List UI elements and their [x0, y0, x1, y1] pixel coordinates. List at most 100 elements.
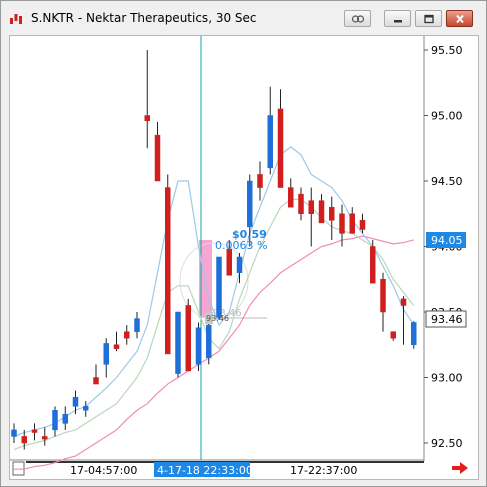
candle — [329, 196, 335, 240]
candlestick-chart[interactable]: 93.46 $0.59 0.0063 % 93.46 95.50 95.00 94.… — [10, 36, 480, 481]
candle — [21, 429, 27, 450]
chart-area[interactable]: 93.46 $0.59 0.0063 % 93.46 95.50 95.00 94.… — [9, 35, 479, 480]
candle-body-up — [72, 396, 79, 407]
candle-body-down — [31, 429, 38, 433]
candle — [339, 204, 345, 247]
app-chart-icon — [10, 14, 22, 24]
candle — [349, 207, 355, 234]
candle-body-down — [226, 248, 232, 276]
candle — [11, 423, 17, 443]
candle — [308, 187, 314, 247]
y-tick-label: 92.50 — [431, 437, 463, 450]
candle — [154, 122, 161, 182]
candle — [62, 406, 68, 430]
candle-body-down — [144, 115, 150, 121]
candle — [144, 50, 150, 149]
candle — [165, 174, 171, 355]
candle — [93, 364, 99, 385]
candle-body-up — [267, 115, 273, 169]
candle — [206, 318, 212, 365]
last-price-box — [426, 232, 466, 248]
last-price-label: 94.05 — [431, 234, 463, 247]
candle-body-down — [308, 200, 314, 214]
candle-body-down — [113, 344, 120, 349]
candle — [124, 325, 130, 345]
candle-body-down — [21, 436, 27, 444]
scroll-right-arrow-icon[interactable] — [452, 462, 468, 474]
candle-body-down — [380, 279, 386, 313]
measure-change: $0.59 — [232, 228, 267, 241]
close-button[interactable] — [446, 10, 473, 27]
ma-fast-line — [13, 146, 415, 438]
candle-body-down — [93, 377, 99, 385]
candle-body-down — [329, 206, 335, 221]
candle — [390, 331, 396, 341]
candle-body-down — [339, 213, 345, 234]
candle — [103, 338, 109, 378]
link-button[interactable] — [344, 10, 371, 27]
time-label-2: 17-22:37:00 — [290, 464, 357, 477]
measure-start-tag: 93.46 — [206, 314, 229, 323]
cursor-price-label: 93.46 — [431, 313, 463, 326]
candle-body-down — [165, 187, 171, 355]
candle — [72, 390, 79, 415]
candle-body-up — [195, 327, 202, 365]
candle — [216, 256, 222, 320]
candle-body-up — [83, 406, 89, 411]
candle-body-down — [359, 220, 366, 230]
candle — [298, 187, 304, 221]
candle-body-up — [62, 413, 68, 424]
measure-percent: 0.0063 % — [215, 239, 267, 252]
candle — [134, 312, 140, 339]
candle — [52, 406, 58, 437]
candle-body-down — [185, 305, 191, 372]
candle-body-down — [257, 174, 263, 188]
maximize-icon — [423, 14, 434, 23]
candle — [175, 311, 181, 378]
candle-body-down — [277, 108, 284, 188]
time-label-1: 17-04:57:00 — [70, 464, 137, 477]
window-title: S.NKTR - Nektar Therapeutics, 30 Sec — [31, 11, 257, 25]
cursor-price-box — [425, 310, 467, 328]
ma-mid-line — [13, 198, 415, 451]
minimize-icon — [393, 19, 402, 22]
time-cursor-box — [154, 462, 250, 477]
y-tick-label: 94.50 — [431, 175, 463, 188]
candle-body-down — [42, 436, 48, 440]
maximize-button[interactable] — [415, 10, 442, 27]
candle — [370, 239, 376, 284]
scroll-checkbox[interactable] — [12, 461, 25, 476]
candle — [380, 272, 386, 332]
candle — [247, 174, 253, 247]
candle — [185, 298, 191, 372]
candle-body-down — [400, 298, 407, 306]
candle-body-down — [390, 331, 396, 339]
candle-body-up — [247, 180, 253, 228]
titlebar[interactable]: S.NKTR - Nektar Therapeutics, 30 Sec — [1, 1, 486, 35]
candle — [113, 331, 120, 352]
candle — [226, 239, 232, 276]
candle-body-down — [349, 213, 355, 234]
close-icon — [455, 14, 464, 23]
candle-body-down — [370, 246, 376, 284]
candle — [277, 89, 284, 188]
candle — [288, 178, 294, 208]
candle-body-down — [124, 331, 130, 339]
measure-start-tag-bg — [205, 312, 213, 324]
candle-body-down — [298, 193, 304, 215]
candle-body-down — [318, 200, 325, 224]
ma-slow-line — [14, 235, 414, 470]
candle — [83, 401, 89, 417]
candle — [257, 161, 263, 201]
candle-body-up — [103, 343, 109, 365]
candle-body-up — [216, 256, 222, 318]
candle — [411, 321, 417, 349]
measure-ring — [179, 242, 249, 320]
candle-body-up — [175, 311, 181, 374]
minimize-button[interactable] — [384, 10, 411, 27]
candle — [318, 194, 325, 224]
candle — [267, 86, 273, 175]
candle — [195, 322, 202, 371]
